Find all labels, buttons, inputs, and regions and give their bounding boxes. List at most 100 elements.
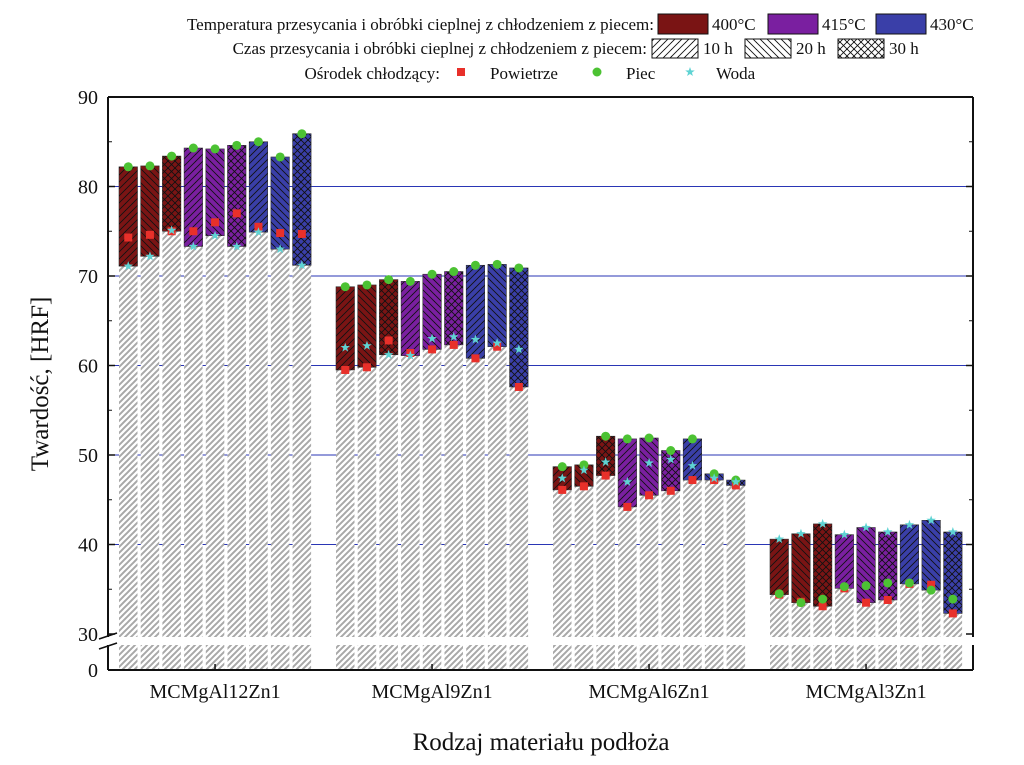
marker-piec — [796, 598, 806, 608]
marker-piec — [839, 582, 849, 592]
marker-powietrze — [688, 476, 697, 485]
markers — [123, 129, 958, 618]
marker-piec — [861, 581, 871, 591]
legend: Temperatura przesycania i obróbki ciepln… — [187, 13, 974, 83]
marker-piec — [232, 140, 242, 150]
marker-powietrze — [601, 471, 610, 480]
x-axis-label: Rodzaj materiału podłoża — [413, 729, 670, 756]
legend-medium-title: Ośrodek chłodzący: — [305, 64, 440, 83]
legend-medium-powietrze-label: Powietrze — [490, 64, 558, 83]
marker-powietrze — [731, 481, 740, 490]
legend-temp-430-label: 430°C — [930, 15, 974, 34]
marker-woda — [687, 460, 698, 470]
marker-piec — [123, 162, 133, 172]
marker-piec — [687, 434, 697, 444]
legend-temperature-title: Temperatura przesycania i obróbki ciepln… — [187, 15, 654, 34]
legend-temp-415-label: 415°C — [822, 15, 866, 34]
marker-piec — [384, 275, 394, 285]
marker-powietrze — [449, 340, 458, 349]
legend-time-20h-label: 20 h — [796, 39, 826, 58]
marker-piec — [601, 431, 611, 441]
marker-powietrze — [232, 209, 241, 218]
bar — [162, 155, 182, 670]
marker-piec — [883, 578, 893, 588]
bar — [617, 438, 637, 670]
marker-piec — [557, 462, 567, 472]
bar — [227, 145, 247, 670]
bar — [943, 531, 963, 670]
marker-piec — [449, 267, 459, 277]
marker-woda — [644, 458, 654, 468]
marker-powietrze — [862, 598, 871, 607]
bar — [292, 133, 312, 670]
marker-woda — [948, 526, 958, 537]
marker-woda — [861, 522, 871, 532]
bar — [487, 264, 507, 670]
marker-powietrze — [666, 486, 675, 495]
marker-piec — [514, 263, 524, 273]
bar — [140, 165, 160, 670]
bar — [205, 148, 225, 670]
x-tick-label: MCMgAl9Zn1 — [371, 681, 492, 703]
bar — [856, 527, 876, 670]
marker-woda — [839, 529, 850, 539]
bar — [379, 279, 399, 670]
y-axis-label: Twardość, [HRF] — [27, 297, 54, 472]
legend-medium-powietrze: Powietrze — [457, 64, 558, 83]
y-tick-label: 70 — [78, 266, 98, 288]
bar — [465, 264, 486, 670]
marker-piec — [926, 585, 936, 595]
marker-powietrze — [189, 227, 198, 236]
marker-woda — [514, 344, 524, 354]
marker-powietrze — [297, 229, 306, 238]
marker-powietrze — [645, 491, 654, 500]
marker-woda — [557, 473, 568, 483]
marker-powietrze — [362, 363, 371, 372]
y-tick-label: 50 — [78, 445, 98, 467]
bar — [921, 520, 941, 670]
legend-medium-woda-label: Woda — [716, 64, 756, 83]
bar — [813, 523, 833, 670]
x-tick-label: MCMgAl3Zn1 — [805, 681, 926, 703]
marker-woda — [362, 340, 372, 350]
legend-temp-400-label: 400°C — [712, 15, 756, 34]
axis-break-gap — [94, 637, 979, 645]
marker-woda — [405, 350, 416, 360]
marker-powietrze — [558, 485, 567, 494]
marker-woda — [340, 342, 351, 352]
marker-piec — [774, 589, 784, 599]
marker-piec — [818, 594, 828, 604]
marker-woda — [123, 261, 134, 271]
bar — [899, 524, 920, 670]
square-marker-icon — [457, 68, 465, 76]
marker-piec — [167, 151, 177, 161]
y-tick-label: 60 — [78, 356, 98, 378]
bar — [596, 435, 616, 670]
bar — [183, 147, 203, 670]
marker-powietrze — [623, 502, 632, 511]
marker-powietrze — [211, 218, 220, 227]
legend-time-30h-label: 30 h — [889, 39, 919, 58]
marker-woda — [492, 338, 502, 348]
marker-piec — [622, 434, 632, 444]
marker-powietrze — [514, 382, 523, 391]
marker-powietrze — [341, 365, 350, 374]
marker-piec — [253, 137, 263, 147]
marker-woda — [145, 251, 155, 261]
marker-powietrze — [927, 580, 936, 589]
marker-piec — [362, 280, 372, 290]
marker-piec — [904, 578, 914, 588]
y-tick-label: 0 — [88, 660, 98, 682]
marker-woda — [210, 230, 220, 240]
marker-woda — [926, 515, 936, 525]
marker-powietrze — [254, 222, 263, 231]
marker-powietrze — [579, 482, 588, 491]
marker-woda — [470, 334, 481, 344]
marker-woda — [383, 349, 394, 359]
bar — [509, 267, 529, 670]
marker-powietrze — [471, 354, 480, 363]
bar — [791, 533, 811, 670]
y-tick-label: 40 — [78, 535, 98, 557]
marker-piec — [470, 260, 480, 270]
